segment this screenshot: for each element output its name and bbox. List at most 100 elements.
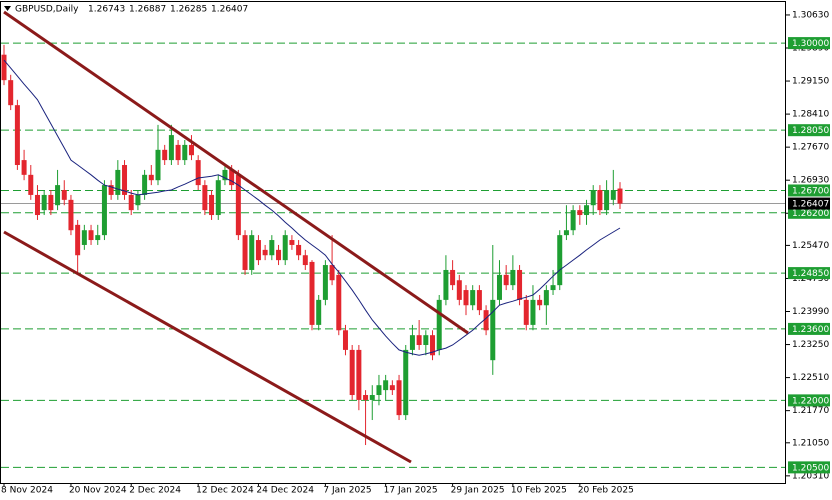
candle-body — [34, 194, 40, 216]
candle-body — [55, 185, 61, 206]
candle-body — [282, 235, 288, 261]
plot-area — [1, 42, 786, 468]
candle-body — [550, 285, 556, 291]
candle-body — [376, 385, 382, 396]
candle-body — [81, 230, 87, 245]
level-label-box — [788, 461, 830, 474]
candle-body — [476, 290, 482, 311]
plot-frame — [0, 1, 786, 484]
candle-body — [363, 395, 369, 400]
candle-body — [289, 240, 295, 245]
level-label-box — [788, 184, 830, 197]
candle-body — [597, 190, 603, 211]
candle-body — [61, 190, 67, 200]
candle-body — [342, 330, 348, 350]
level-label: 1.24850 — [792, 269, 829, 279]
level-label: 1.20500 — [792, 463, 829, 473]
candle-body — [162, 149, 168, 161]
candle-body — [309, 261, 315, 325]
candle-body — [604, 190, 610, 211]
candle-body — [142, 174, 148, 195]
level-label-box — [788, 322, 830, 335]
candle-body — [530, 299, 536, 325]
price-label-box — [788, 197, 830, 210]
candle-body — [423, 335, 429, 345]
x-tick-label: 20 Feb 2025 — [578, 486, 634, 496]
candle-body — [369, 395, 375, 400]
level-label: 1.26700 — [792, 186, 829, 196]
candle-body — [517, 269, 523, 300]
candle-body — [416, 335, 422, 345]
candle-body — [296, 244, 302, 256]
candle-body — [396, 380, 402, 416]
candle-body — [356, 349, 362, 400]
level-label: 1.28050 — [792, 126, 829, 136]
header-open: 1.26743 — [88, 5, 125, 15]
candle-body — [68, 199, 74, 231]
candle-body — [1, 54, 7, 81]
level-label: 1.22000 — [792, 396, 829, 406]
candle-body — [510, 269, 516, 286]
header-close: 1.26407 — [211, 5, 248, 15]
candle-body — [262, 249, 268, 256]
level-label-box — [788, 394, 830, 407]
candle-body — [229, 169, 235, 186]
y-tick-label: 1.27670 — [792, 143, 829, 153]
y-tick-label: 1.26930 — [792, 176, 829, 186]
y-tick-label: 1.21770 — [792, 406, 829, 416]
menu-icon[interactable] — [4, 6, 11, 11]
candle-body — [195, 160, 201, 186]
candle-body — [48, 194, 54, 211]
candle-body — [610, 190, 616, 200]
level-label-box — [788, 124, 830, 137]
candle-body — [182, 144, 188, 161]
candle-body — [8, 80, 14, 106]
level-label: 1.23600 — [792, 325, 829, 335]
candle-body — [450, 269, 456, 286]
candle-body — [470, 290, 476, 306]
candle-body — [41, 194, 47, 211]
candle-body — [403, 349, 409, 416]
y-tick-label: 1.29150 — [792, 77, 829, 87]
candle-body — [235, 174, 241, 236]
candle-body — [496, 274, 502, 300]
level-label: 1.30000 — [792, 39, 829, 49]
x-tick-label: 7 Jan 2025 — [323, 486, 371, 496]
x-tick-label: 24 Dec 2024 — [256, 486, 314, 496]
candle-body — [155, 149, 161, 181]
candle-body — [135, 194, 141, 206]
level-label-box — [788, 206, 830, 219]
candle-body — [563, 230, 569, 236]
candle-body — [276, 249, 282, 261]
y-tick-label: 1.30630 — [792, 10, 829, 20]
lower-trendline — [3, 230, 412, 464]
level-label-box — [788, 37, 830, 50]
candle-body — [617, 188, 623, 204]
candle-body — [302, 255, 308, 266]
x-tick-label: 29 Jan 2025 — [451, 486, 505, 496]
y-tick-label: 1.23250 — [792, 340, 829, 350]
candle-body — [543, 290, 549, 306]
y-tick-label: 1.22510 — [792, 373, 829, 383]
candle-body — [322, 265, 328, 300]
candle-body — [249, 235, 255, 270]
candle-body — [389, 385, 395, 391]
candle-body — [430, 335, 436, 356]
x-tick-label: 12 Dec 2024 — [196, 486, 254, 496]
candle-body — [122, 165, 128, 195]
y-tick-label: 1.28410 — [792, 110, 829, 120]
candle-body — [108, 185, 114, 195]
candle-body — [28, 174, 34, 195]
candle-body — [21, 160, 27, 175]
x-tick-label: 17 Jan 2025 — [384, 486, 438, 496]
x-tick-label: 2 Dec 2024 — [129, 486, 181, 496]
candle-body — [329, 265, 335, 281]
candle-body — [537, 299, 543, 306]
moving-average — [3, 59, 621, 356]
candle-body — [570, 210, 576, 231]
chart-title: GBPUSD,Daily — [15, 5, 79, 15]
candle-body — [557, 235, 563, 286]
y-tick-label: 1.25470 — [792, 241, 829, 251]
candle-body — [209, 194, 215, 216]
